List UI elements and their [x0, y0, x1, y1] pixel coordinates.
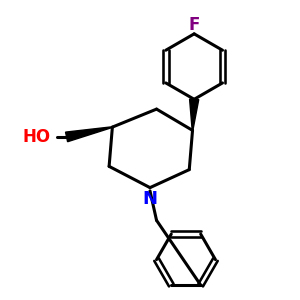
Polygon shape	[65, 127, 112, 142]
Text: N: N	[142, 190, 158, 208]
Polygon shape	[190, 99, 199, 130]
Text: F: F	[188, 16, 200, 34]
Text: HO: HO	[22, 128, 50, 146]
